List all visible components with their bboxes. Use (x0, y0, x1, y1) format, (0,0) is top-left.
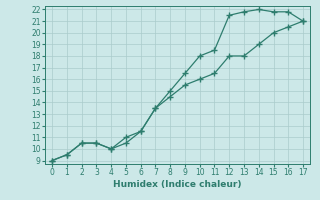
X-axis label: Humidex (Indice chaleur): Humidex (Indice chaleur) (113, 180, 242, 189)
